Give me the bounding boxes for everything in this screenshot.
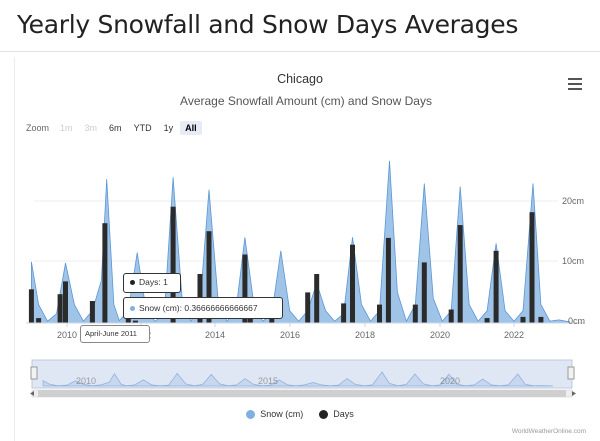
- zoom-ytd-button[interactable]: YTD: [133, 123, 152, 133]
- zoom-1m-button[interactable]: 1m: [60, 123, 73, 133]
- x-tick-2022: 2022: [504, 330, 524, 340]
- x-tick-2014: 2014: [205, 330, 225, 340]
- navigator-series-line: [42, 371, 553, 387]
- days-bar[interactable]: [63, 281, 68, 323]
- days-bar[interactable]: [170, 206, 176, 323]
- legend-snow-label: Snow (cm): [260, 409, 304, 419]
- navigator-label-2015: 2015: [258, 376, 278, 386]
- legend-item-snow[interactable]: Snow (cm): [246, 409, 303, 419]
- y-tick-10cm: 10cm: [562, 256, 584, 266]
- zoom-label: Zoom: [26, 123, 50, 133]
- days-bar[interactable]: [57, 294, 63, 323]
- y-tick-20cm: 20cm: [562, 196, 584, 206]
- chart-title: Chicago: [277, 72, 323, 86]
- days-bar[interactable]: [529, 212, 535, 323]
- days-bar[interactable]: [314, 274, 320, 323]
- days-bar[interactable]: [350, 244, 355, 323]
- days-bar[interactable]: [206, 231, 212, 323]
- zoom-3m-button[interactable]: 3m: [84, 123, 98, 133]
- days-bar[interactable]: [538, 316, 544, 323]
- navigator-label-2020: 2020: [440, 376, 460, 386]
- scrollbar-right-arrow-icon[interactable]: [572, 391, 576, 396]
- days-bar[interactable]: [132, 320, 138, 323]
- zoom-controls: Zoom 1m 3m 6m YTD 1y All: [26, 121, 204, 135]
- tooltip-snow-text: Snow (cm): 0.36666666666667: [139, 303, 258, 313]
- navigator-label-2010: 2010: [76, 376, 96, 386]
- days-bar[interactable]: [89, 301, 95, 323]
- chart-legend: Snow (cm) Days: [0, 409, 600, 419]
- zoom-6m-button[interactable]: 6m: [109, 123, 122, 133]
- snow-area-series[interactable]: [31, 160, 570, 324]
- tooltip-snow: Snow (cm): 0.36666666666667: [123, 297, 283, 319]
- days-bar[interactable]: [341, 303, 347, 323]
- x-tick-2018: 2018: [355, 330, 375, 340]
- scrollbar-thumb[interactable]: [38, 390, 566, 397]
- chart-subtitle: Average Snowfall Amount (cm) and Snow Da…: [180, 94, 432, 108]
- days-bar[interactable]: [377, 304, 382, 323]
- days-bar[interactable]: [484, 318, 490, 323]
- zoom-1y-button[interactable]: 1y: [163, 123, 174, 133]
- credit-link[interactable]: WorldWeatherOnline.com: [511, 428, 586, 435]
- days-bar[interactable]: [421, 262, 427, 323]
- days-bar[interactable]: [520, 316, 526, 323]
- page-title: Yearly Snowfall and Snow Days Averages: [17, 10, 519, 39]
- tooltip-date: April-June 2011: [80, 325, 150, 343]
- chart-panel: [14, 57, 600, 441]
- navigator-right-handle[interactable]: [567, 366, 575, 380]
- legend-snow-dot: [246, 409, 256, 419]
- tooltip-days: Days: 1: [123, 273, 181, 293]
- days-bar[interactable]: [28, 289, 34, 323]
- page-header: Yearly Snowfall and Snow Days Averages: [0, 0, 600, 52]
- days-bar[interactable]: [448, 309, 454, 324]
- days-bar[interactable]: [412, 304, 418, 323]
- scrollbar-left-arrow-icon[interactable]: [30, 391, 34, 396]
- days-bar[interactable]: [493, 250, 499, 323]
- legend-days-label: Days: [333, 409, 354, 419]
- hamburger-menu-icon[interactable]: [568, 78, 582, 90]
- navigator[interactable]: 2010 2015 2020: [30, 359, 576, 398]
- legend-item-days[interactable]: Days: [319, 409, 354, 419]
- days-bar[interactable]: [305, 292, 311, 323]
- x-tick-2016: 2016: [280, 330, 300, 340]
- navigator-left-handle[interactable]: [30, 366, 38, 380]
- y-tick-0cm: 0cm: [568, 316, 585, 326]
- days-bar[interactable]: [242, 254, 248, 324]
- days-bar[interactable]: [102, 223, 108, 323]
- x-tick-2020: 2020: [430, 330, 450, 340]
- zoom-all-button[interactable]: All: [180, 121, 202, 135]
- tooltip-days-text: Days: 1: [139, 277, 168, 287]
- x-tick-2010: 2010: [57, 330, 77, 340]
- days-bar[interactable]: [36, 318, 42, 323]
- legend-days-dot: [319, 409, 329, 419]
- days-bar[interactable]: [385, 237, 391, 323]
- days-bar[interactable]: [457, 225, 463, 323]
